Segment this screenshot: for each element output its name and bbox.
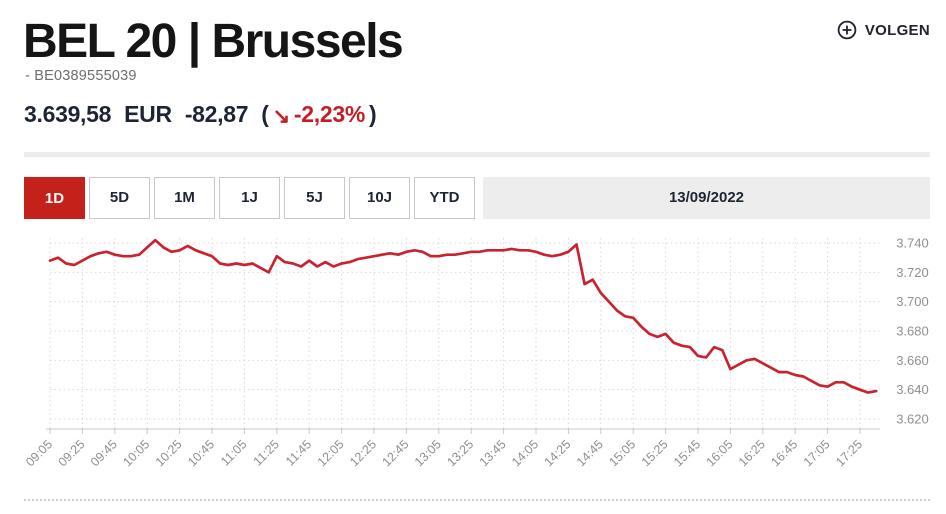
chart-area: 09:05 09:25 09:45 10:05 10:25 10:45 11:05 11:25… bbox=[23, 233, 930, 493]
y-axis-label: 3.700 bbox=[896, 294, 929, 309]
price-change-absolute: -82,87 bbox=[184, 101, 249, 127]
x-axis-label: 15:05 bbox=[606, 437, 638, 469]
x-axis-label: 16:25 bbox=[736, 437, 768, 469]
bottom-divider bbox=[24, 499, 930, 501]
x-axis-label: 11:45 bbox=[283, 437, 314, 468]
x-axis-label: 10:45 bbox=[185, 437, 217, 469]
x-axis-label: 14:05 bbox=[509, 437, 541, 469]
range-tab-ytd[interactable]: YTD bbox=[414, 177, 475, 219]
x-axis-label: 12:45 bbox=[380, 437, 412, 469]
current-price: 3.639,58 bbox=[24, 101, 112, 127]
range-tab-1d[interactable]: 1D bbox=[24, 177, 85, 219]
change-paren-close: ) bbox=[368, 101, 377, 127]
y-axis-label: 3.620 bbox=[896, 411, 929, 426]
x-axis-label: 15:45 bbox=[671, 437, 703, 469]
x-axis-label: 09:05 bbox=[24, 437, 55, 469]
follow-label: VOLGEN bbox=[864, 21, 930, 39]
y-axis-label: 3.720 bbox=[896, 265, 929, 280]
follow-button[interactable]: VOLGEN bbox=[837, 20, 930, 40]
section-divider bbox=[24, 152, 930, 157]
x-axis-label: 09:45 bbox=[88, 437, 120, 469]
change-paren-open: ( bbox=[261, 101, 269, 127]
x-axis-labels: 09:05 09:25 09:45 10:05 10:25 10:45 11:05 11:25… bbox=[23, 437, 865, 469]
y-axis-labels: 3.740 3.720 3.700 3.680 3.660 3.640 3.620 bbox=[896, 236, 929, 427]
x-axis-label: 17:05 bbox=[801, 437, 833, 469]
isin-label: - BE0389555039 bbox=[25, 68, 137, 84]
down-arrow-icon: ↘ bbox=[272, 105, 291, 128]
x-axis-label: 09:25 bbox=[56, 437, 88, 469]
range-tab-10j[interactable]: 10J bbox=[349, 177, 410, 219]
x-axis-label: 15:25 bbox=[639, 437, 671, 469]
x-axis-label: 13:45 bbox=[477, 437, 509, 469]
page-title: BEL 20 | Brussels bbox=[23, 15, 404, 68]
range-toolbar: 1D 5D 1M 1J 5J 10J YTD 13/09/2022 bbox=[24, 177, 930, 219]
price-currency: EUR bbox=[124, 101, 172, 127]
price-line bbox=[48, 238, 878, 394]
x-axis-label: 16:45 bbox=[768, 437, 800, 469]
y-axis-label: 3.680 bbox=[896, 323, 929, 338]
x-axis-label: 14:25 bbox=[542, 437, 574, 469]
price-chart[interactable]: 09:05 09:25 09:45 10:05 10:25 10:45 11:05 11:25… bbox=[23, 233, 930, 491]
chart-date-label: 13/09/2022 bbox=[483, 177, 930, 219]
range-tab-5d[interactable]: 5D bbox=[89, 177, 150, 219]
y-axis-label: 3.660 bbox=[896, 353, 929, 368]
range-tab-1j[interactable]: 1J bbox=[219, 177, 280, 219]
price-change-percent-group: ( ↘ -2,23% ) bbox=[261, 101, 376, 128]
y-axis-label: 3.740 bbox=[896, 236, 929, 251]
price-change-percent: -2,23% bbox=[293, 101, 365, 127]
plus-circle-icon bbox=[837, 20, 857, 40]
x-axis-label: 13:05 bbox=[412, 437, 444, 469]
x-axis-label: 11:05 bbox=[218, 437, 249, 468]
y-axis-label: 3.640 bbox=[896, 382, 929, 397]
x-axis-label: 11:25 bbox=[251, 437, 282, 468]
range-tab-1m[interactable]: 1M bbox=[154, 177, 215, 219]
x-axis-label: 12:05 bbox=[315, 437, 347, 469]
x-axis-label: 16:05 bbox=[704, 437, 736, 469]
x-axis-label: 10:25 bbox=[153, 437, 185, 469]
price-row: 3.639,58 EUR -82,87 ( ↘ -2,23% ) bbox=[24, 101, 377, 128]
grid-layer bbox=[49, 238, 881, 434]
range-tab-5j[interactable]: 5J bbox=[284, 177, 345, 219]
x-axis-label: 12:25 bbox=[347, 437, 379, 469]
x-axis-label: 17:25 bbox=[833, 437, 865, 469]
x-axis-label: 10:05 bbox=[120, 437, 152, 469]
x-axis-label: 13:25 bbox=[444, 437, 476, 469]
x-axis-label: 14:45 bbox=[574, 437, 606, 469]
